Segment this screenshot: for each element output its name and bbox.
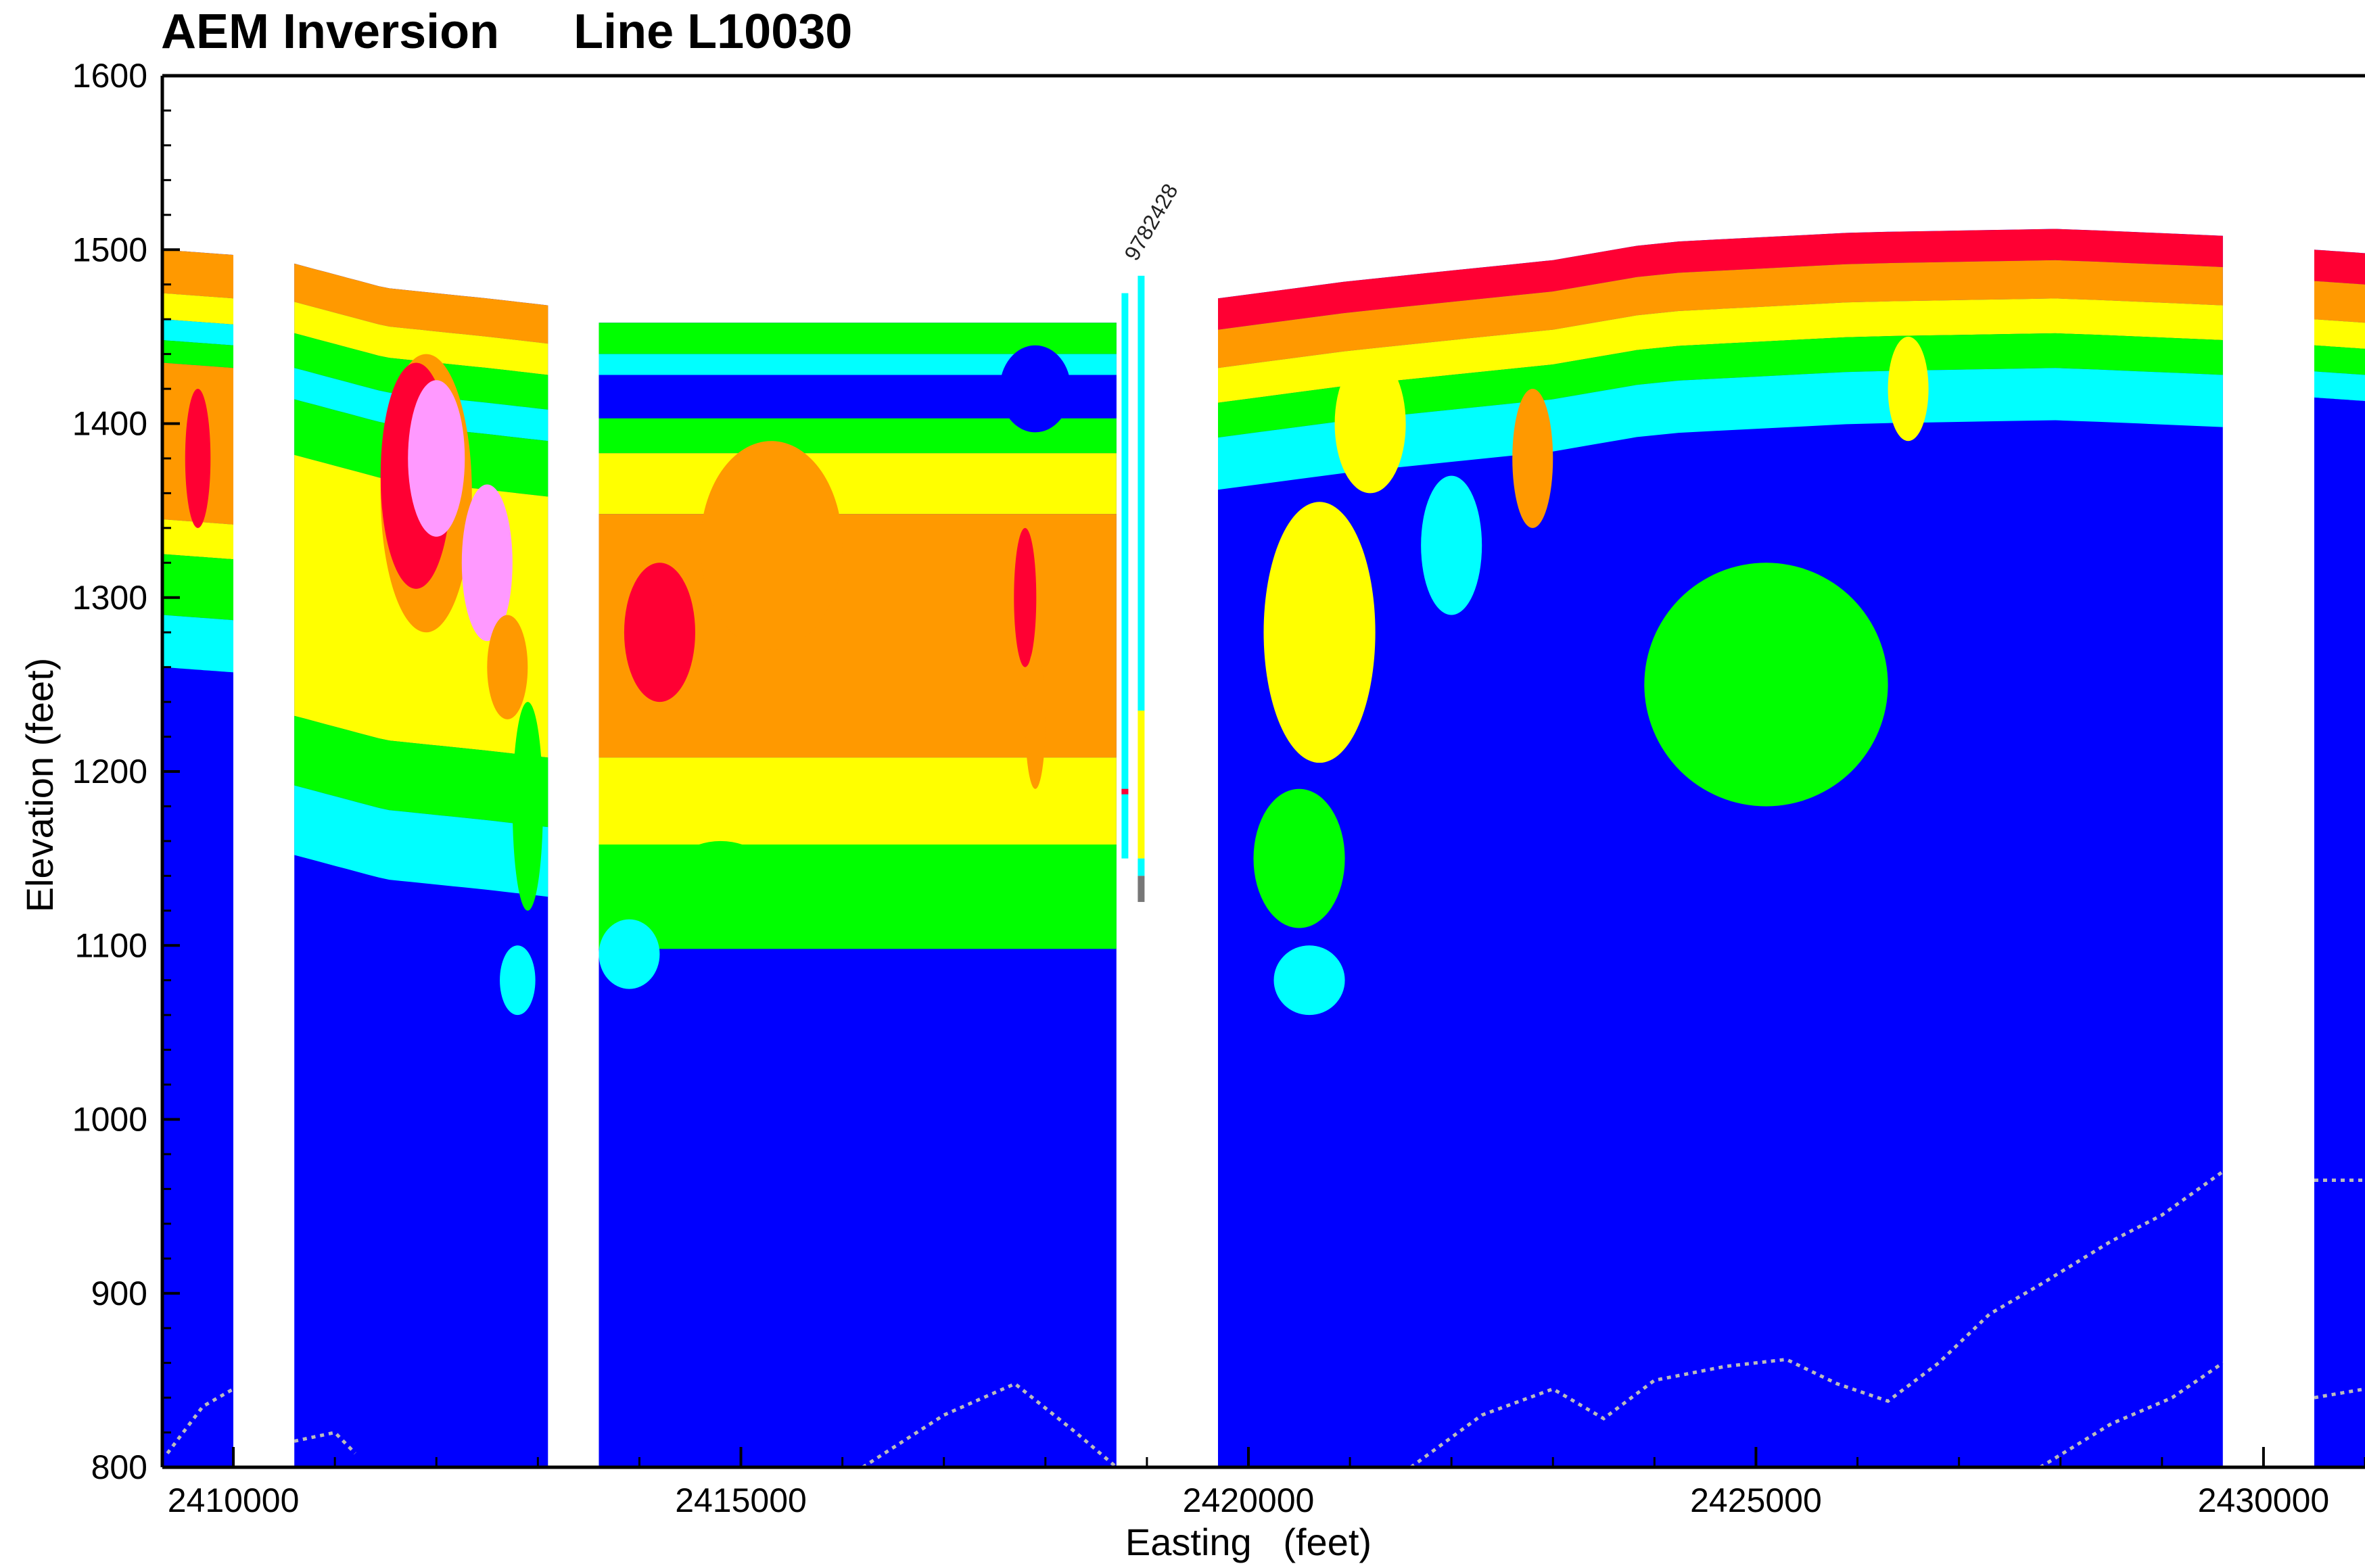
y-axis-label: Elevation (feet) <box>18 658 61 913</box>
well-id-label: 9782428 <box>1119 179 1182 264</box>
chart-title-group: AEM Inversion Line L10030 <box>161 4 913 72</box>
y-tick-label: 900 <box>91 1275 147 1312</box>
well-log-marker <box>1121 788 1129 794</box>
y-tick-label: 1600 <box>72 57 147 95</box>
resistivity-anomaly-red <box>624 563 695 703</box>
resistivity-band-green <box>2314 345 2365 375</box>
resistivity-anomaly-cyan <box>1273 945 1345 1016</box>
resistivity-band-red <box>2314 250 2365 285</box>
well-log-grey-interval <box>1138 876 1145 902</box>
dotted-contour-line-4 <box>1409 1170 2224 1467</box>
resistivity-band-green <box>599 418 1117 454</box>
resistivity-anomaly-pink <box>461 484 513 642</box>
resistivity-band-green <box>162 554 234 621</box>
resistivity-band-blue <box>599 375 1117 419</box>
y-tick-label: 1100 <box>74 926 147 964</box>
well-log-left-column <box>1121 293 1129 859</box>
dotted-contour-line-5 <box>2039 1361 2224 1467</box>
inversion-segment-4 <box>1218 229 2223 1467</box>
resistivity-anomaly-orange <box>1025 649 1046 789</box>
dotted-contour-line-3 <box>862 1381 1118 1467</box>
resistivity-band-yellow <box>599 757 1117 845</box>
y-tick-label: 1300 <box>72 579 147 617</box>
well-log-cyan-interval-2 <box>1138 858 1145 876</box>
inversion-segment-1 <box>162 250 234 1467</box>
x-tick-label: 2420000 <box>1183 1481 1315 1519</box>
background-band <box>2314 250 2365 1467</box>
resistivity-anomaly-red <box>185 389 211 528</box>
resistivity-anomaly-red <box>1014 527 1037 667</box>
resistivity-anomaly-orange <box>1512 389 1553 528</box>
well-log <box>1121 275 1145 902</box>
resistivity-band-green <box>599 323 1117 354</box>
x-tick-label: 2430000 <box>2198 1481 2330 1519</box>
y-tick-label: 800 <box>91 1448 147 1486</box>
resistivity-band-green <box>1218 333 2223 438</box>
resistivity-band-orange <box>294 263 548 344</box>
resistivity-band-orange <box>162 250 234 299</box>
resistivity-anomaly-pink <box>408 380 465 537</box>
x-tick-label: 2425000 <box>1690 1481 1822 1519</box>
dotted-contour-line-1 <box>166 1387 235 1454</box>
resistivity-band-cyan <box>599 354 1117 375</box>
plot-area <box>162 229 2365 1467</box>
resistivity-anomaly-green <box>1253 788 1345 928</box>
resistivity-band-yellow <box>1218 298 2223 403</box>
x-tick-label: 2415000 <box>675 1481 807 1519</box>
resistivity-band-cyan <box>162 319 234 346</box>
resistivity-band-yellow <box>599 453 1117 515</box>
resistivity-band-yellow <box>294 302 548 375</box>
chart-title: AEM Inversion <box>161 5 500 59</box>
resistivity-band-cyan <box>1218 368 2223 490</box>
resistivity-band-cyan <box>294 785 548 897</box>
inversion-segment-3 <box>599 323 1117 1467</box>
y-tick-label: 1000 <box>72 1101 147 1139</box>
resistivity-anomaly-yellow <box>1263 502 1376 763</box>
resistivity-band-red <box>1218 229 2223 330</box>
chart-subtitle: Line L10030 <box>573 5 853 59</box>
resistivity-band-yellow <box>162 293 234 325</box>
resistivity-anomaly-cyan <box>1421 475 1482 615</box>
well-log-cyan-interval <box>1138 275 1145 711</box>
x-tick-label: 2410000 <box>168 1481 300 1519</box>
resistivity-band-orange <box>1218 260 2223 369</box>
y-tick-label: 1500 <box>72 231 147 268</box>
resistivity-anomaly-green <box>659 840 782 946</box>
resistivity-band-yellow <box>2314 319 2365 349</box>
resistivity-band-green <box>294 715 548 828</box>
resistivity-band-yellow <box>162 519 234 560</box>
well-log-yellow-interval <box>1138 710 1145 859</box>
resistivity-anomaly-green <box>1669 597 1863 771</box>
x-axis-label: Easting (feet) <box>1125 1521 1372 1563</box>
inversion-segment-5 <box>2314 250 2365 1467</box>
resistivity-anomaly-green <box>512 702 543 911</box>
resistivity-anomaly-yellow <box>1888 336 1929 442</box>
y-tick-label: 1400 <box>72 405 147 443</box>
resistivity-anomaly-orange <box>700 441 843 650</box>
resistivity-band-cyan <box>162 615 234 673</box>
resistivity-anomaly-cyan <box>500 945 536 1016</box>
inversion-segment-2 <box>294 263 548 1467</box>
resistivity-anomaly-cyan <box>599 919 660 989</box>
resistivity-anomaly-orange <box>487 615 528 719</box>
resistivity-anomaly-blue <box>1000 345 1071 433</box>
resistivity-band-orange <box>2314 281 2365 323</box>
resistivity-band-green <box>162 340 234 369</box>
resistivity-band-cyan <box>2314 371 2365 402</box>
y-tick-label: 1200 <box>72 753 147 790</box>
resistivity-anomaly-yellow <box>1334 354 1406 494</box>
